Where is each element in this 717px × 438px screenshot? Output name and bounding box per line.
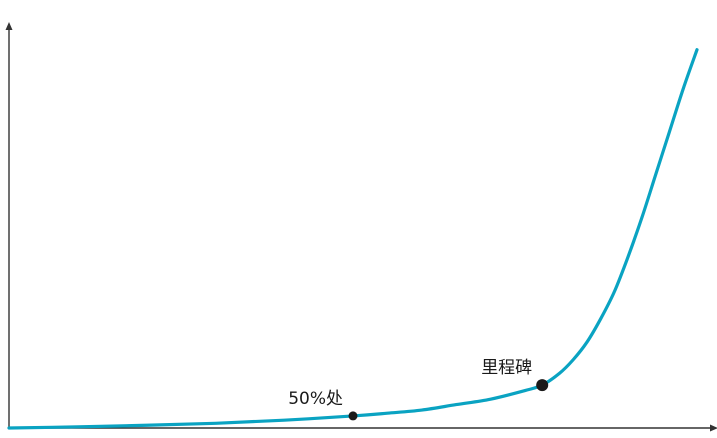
- axes-group: [6, 22, 717, 432]
- x-axis-arrow: [710, 425, 717, 432]
- milestone-point-0: [349, 411, 358, 420]
- point-label-1: 里程碑: [481, 358, 532, 378]
- milestone-point-1: [536, 379, 548, 391]
- series-line-0: [9, 50, 697, 428]
- point-label-0: 50%处: [288, 389, 343, 409]
- series-group: [9, 50, 697, 428]
- y-axis-arrow: [6, 22, 13, 30]
